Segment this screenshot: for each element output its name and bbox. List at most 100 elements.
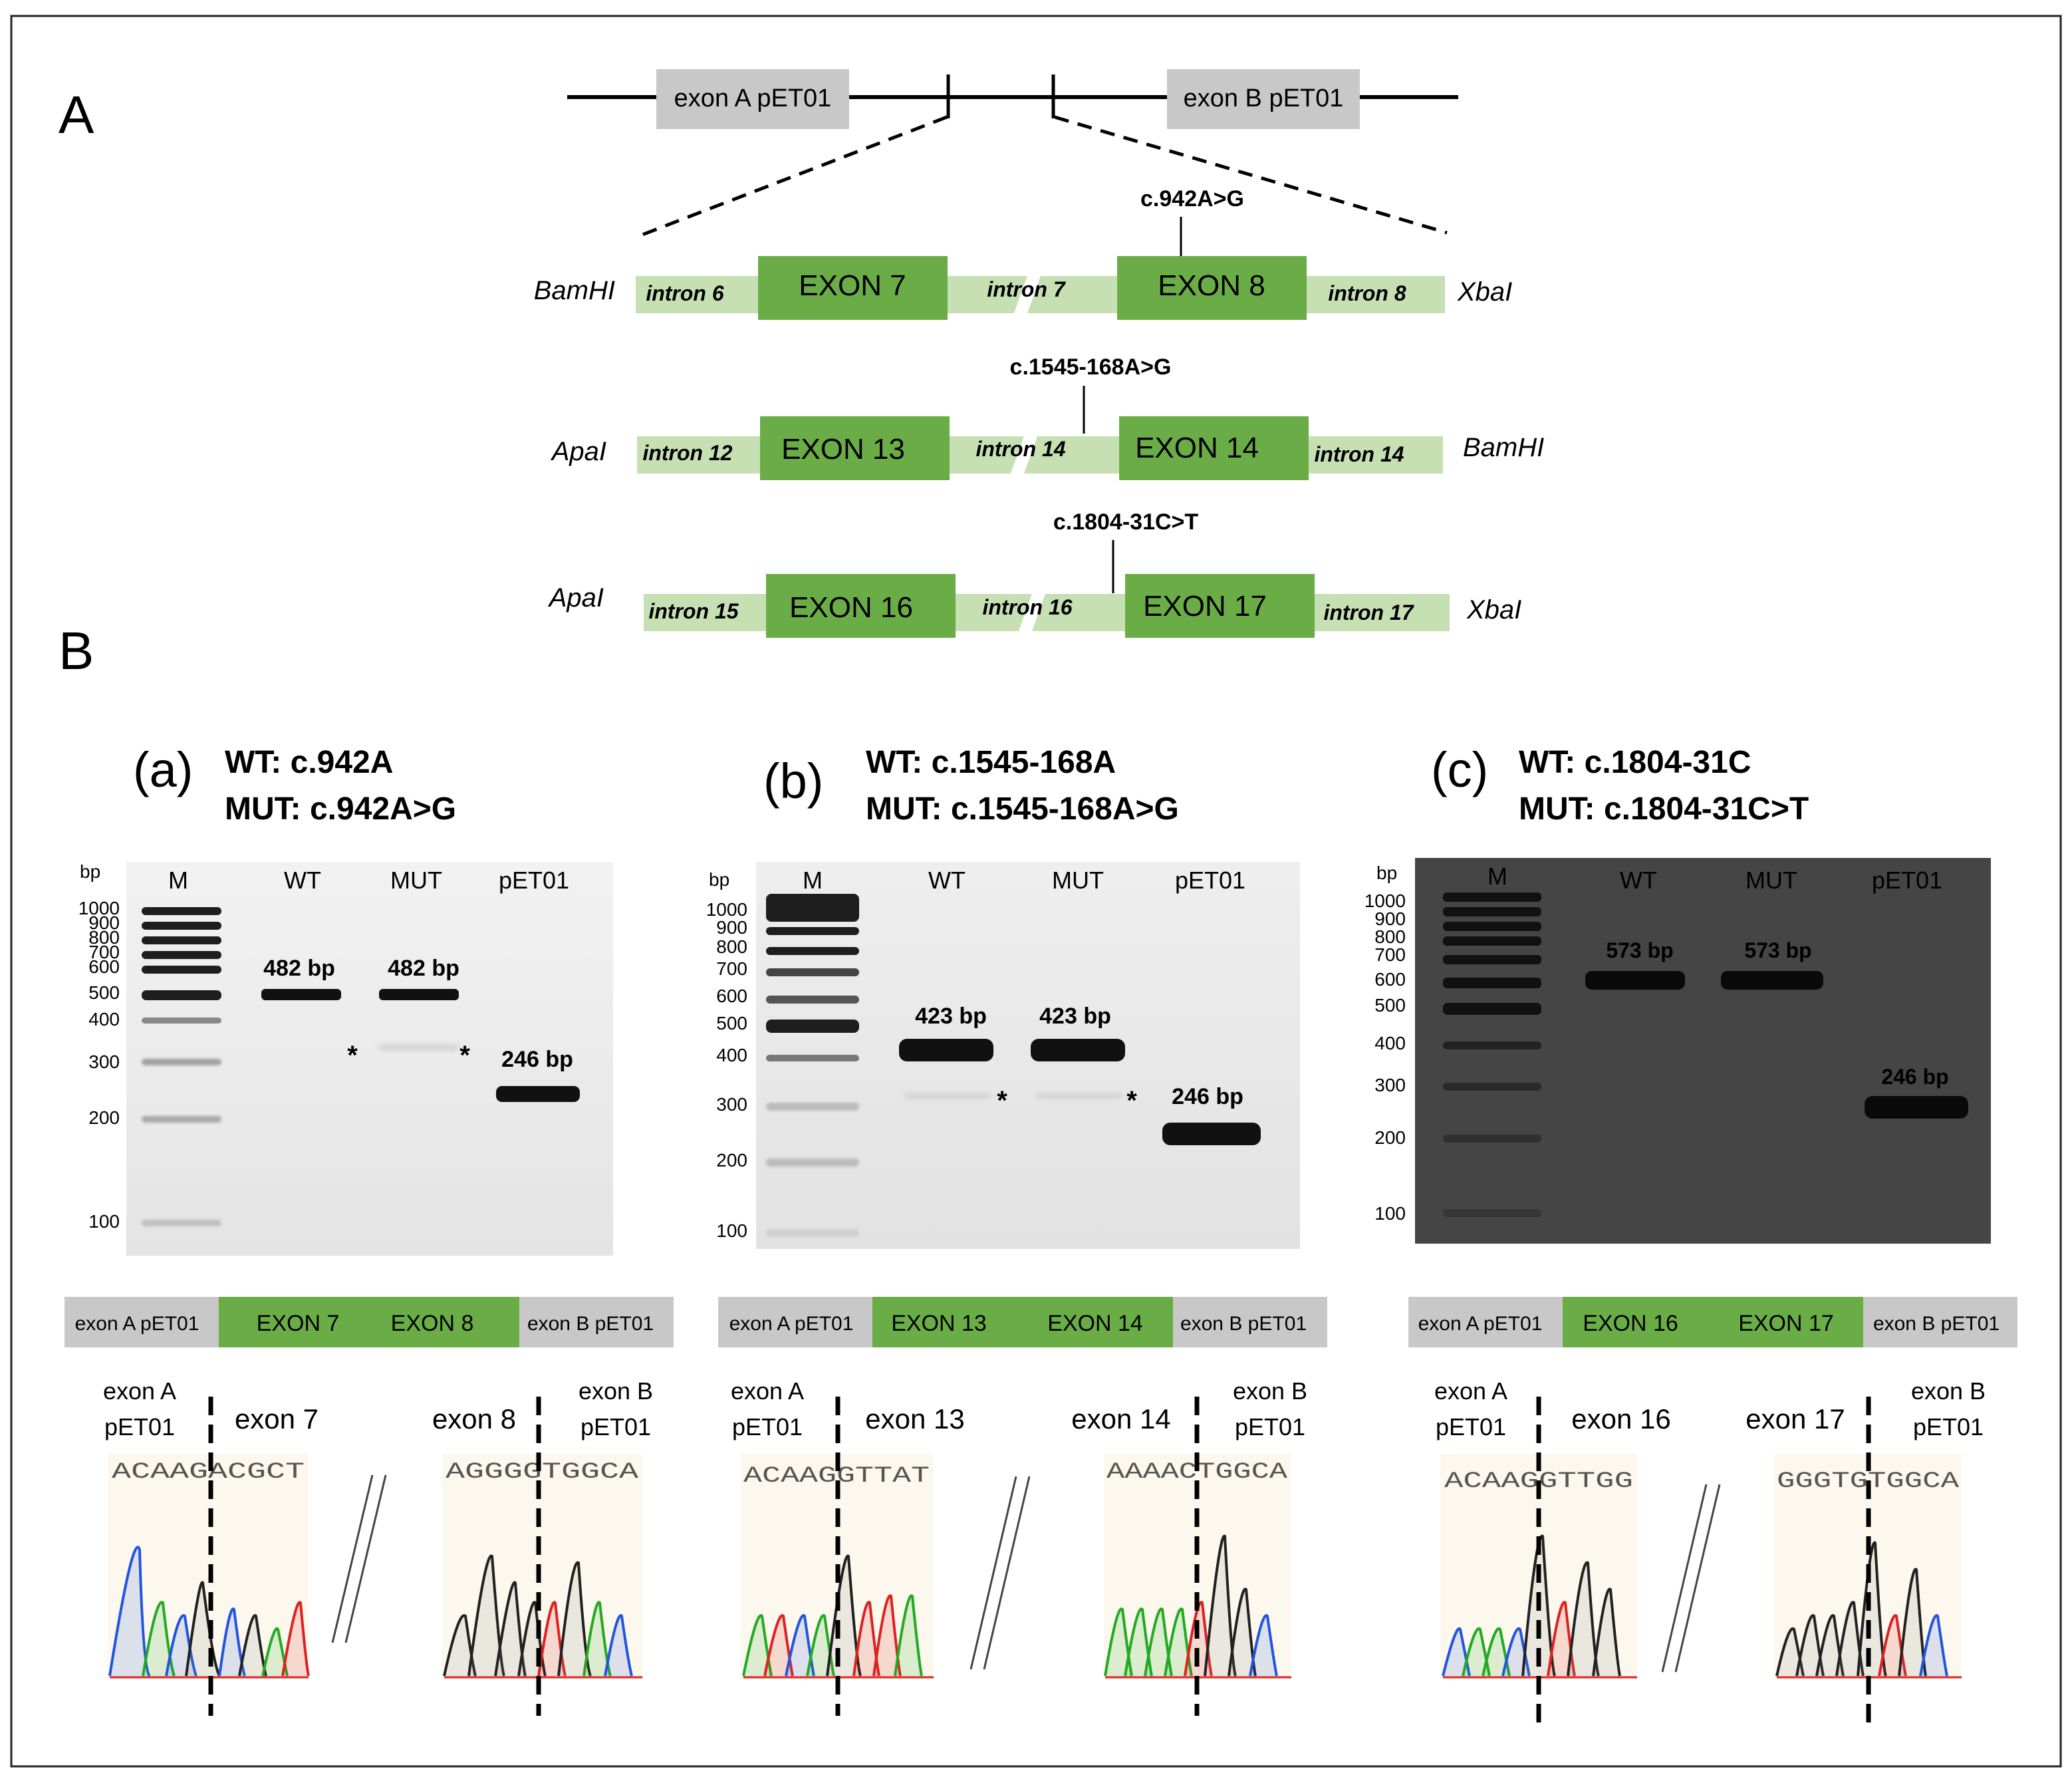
lane-label: M xyxy=(168,867,188,894)
intron-label: intron 16 xyxy=(982,595,1072,619)
restriction-site-right: BamHI xyxy=(1463,433,1544,462)
exon-8-box xyxy=(1117,256,1307,320)
intron-label: intron 15 xyxy=(648,599,739,623)
intron-label: intron 17 xyxy=(1323,601,1414,624)
transcript-label: EXON 17 xyxy=(1738,1311,1834,1336)
exon-label: EXON 8 xyxy=(1158,269,1265,302)
transcript-label: exon A pET01 xyxy=(729,1313,854,1335)
junction-label: exon 8 xyxy=(432,1403,516,1435)
mutation-label: c.942A>G xyxy=(1140,186,1244,211)
chromatogram-peaks xyxy=(1104,1534,1278,1677)
lane-label: MUT xyxy=(1746,867,1797,894)
intron-label: intron 14 xyxy=(975,437,1065,461)
svg-text:900: 900 xyxy=(88,912,120,933)
transcript-label: exon B pET01 xyxy=(1873,1313,2000,1335)
svg-text:900: 900 xyxy=(716,917,747,938)
exon-7-box xyxy=(758,256,948,320)
panel-b-label: B xyxy=(59,621,94,680)
svg-text:1000: 1000 xyxy=(1364,890,1406,911)
band-wt xyxy=(261,989,341,1000)
junction-label: exon A xyxy=(103,1377,176,1405)
junction-label: pET01 xyxy=(732,1413,803,1440)
junction-label: exon B xyxy=(579,1377,653,1405)
svg-text:800: 800 xyxy=(1374,926,1406,947)
band-size-label: 423 bp xyxy=(915,1004,987,1029)
vector-exon-a xyxy=(656,69,849,129)
svg-text:300: 300 xyxy=(1374,1075,1406,1095)
construct-exon7-8: c.942A>G BamHI intron 6 EXON 7 intron 7 … xyxy=(534,186,1512,320)
restriction-site-right: XbaI xyxy=(1457,277,1512,307)
svg-text:400: 400 xyxy=(88,1009,120,1029)
ladder-labels: 1000 900 800 700 600 500 400 300 200 100 xyxy=(706,899,747,1241)
intron-label: intron 14 xyxy=(1314,442,1404,466)
junction-label: exon A xyxy=(1434,1377,1507,1405)
wt-allele-title: WT: c.1804-31C xyxy=(1519,745,1751,780)
sequence-text: ACAAGACGCT xyxy=(112,1460,305,1485)
svg-text:200: 200 xyxy=(1374,1127,1406,1148)
junction-label: pET01 xyxy=(104,1413,175,1440)
lane-label: pET01 xyxy=(1175,867,1245,894)
bp-unit: bp xyxy=(709,869,729,890)
aberrant-band-marker: * xyxy=(997,1086,1007,1115)
transcript-label: exon B pET01 xyxy=(1180,1313,1307,1335)
aberrant-band-marker: * xyxy=(347,1041,358,1070)
band-mut xyxy=(1721,971,1823,990)
band-size-label: 573 bp xyxy=(1744,938,1811,962)
svg-text:200: 200 xyxy=(88,1107,120,1128)
transcript-label: EXON 16 xyxy=(1583,1311,1678,1336)
subpanel-letter: (a) xyxy=(133,742,193,797)
sequence-text: AGGGGTGGCA xyxy=(446,1460,639,1485)
junction-label: exon 17 xyxy=(1746,1403,1845,1435)
restriction-site-left: BamHI xyxy=(534,276,615,305)
vector-exon-a-label: exon A pET01 xyxy=(674,84,832,112)
svg-text:600: 600 xyxy=(1374,969,1406,990)
ladder-bands xyxy=(142,907,221,1226)
panel-a-label: A xyxy=(59,85,94,144)
svg-text:700: 700 xyxy=(1374,944,1406,965)
construct-exon13-14: c.1545-168A>G ApaI intron 12 EXON 13 int… xyxy=(551,354,1544,480)
mut-allele-title: MUT: c.1545-168A>G xyxy=(866,791,1179,827)
exon-label: EXON 14 xyxy=(1135,432,1259,464)
transcript-exons xyxy=(1563,1297,1863,1347)
lane-label: WT xyxy=(1620,867,1657,894)
svg-text:400: 400 xyxy=(716,1045,747,1065)
svg-text:600: 600 xyxy=(88,956,120,977)
bp-unit: bp xyxy=(1376,863,1397,883)
wt-allele-title: WT: c.1545-168A xyxy=(866,745,1116,780)
transcript-label: EXON 14 xyxy=(1047,1311,1143,1336)
mut-allele-title: MUT: c.1804-31C>T xyxy=(1519,791,1809,827)
chromatogram xyxy=(442,1454,642,1680)
subpanel-c: (c) WT: c.1804-31C MUT: c.1804-31C>T bp … xyxy=(1364,742,2017,1722)
chromatogram-peaks xyxy=(108,1546,310,1677)
ladder-bands xyxy=(766,894,859,1237)
figure-frame xyxy=(10,15,2062,1768)
svg-text:500: 500 xyxy=(716,1013,747,1033)
svg-text:800: 800 xyxy=(716,936,747,957)
exon-16-box xyxy=(766,574,956,638)
transcript-label: EXON 7 xyxy=(257,1311,340,1336)
band-wt xyxy=(1585,971,1685,990)
mutation-label: c.1545-168A>G xyxy=(1010,354,1172,380)
chromatogram-peaks xyxy=(1442,1534,1621,1677)
svg-text:700: 700 xyxy=(88,942,120,962)
subpanel-letter: (b) xyxy=(763,754,823,809)
svg-text:100: 100 xyxy=(88,1211,120,1232)
lane-label: MUT xyxy=(390,867,442,894)
junction-label: exon 13 xyxy=(865,1403,964,1435)
exon-label: EXON 16 xyxy=(789,591,913,624)
junction-label: exon 16 xyxy=(1571,1403,1670,1435)
band-size-label: 246 bp xyxy=(1881,1065,1948,1089)
chromatogram-peaks xyxy=(742,1554,923,1677)
chromatogram-peaks xyxy=(443,1554,633,1677)
aberrant-band-marker: * xyxy=(459,1041,470,1070)
band-mut xyxy=(1031,1039,1125,1061)
transcript-exons xyxy=(219,1297,519,1347)
svg-text:300: 300 xyxy=(88,1051,120,1072)
svg-text:600: 600 xyxy=(716,986,747,1006)
band-size-label: 573 bp xyxy=(1606,938,1673,962)
intron-label: intron 12 xyxy=(642,441,732,465)
junction-label: pET01 xyxy=(1913,1413,1984,1440)
exon-14-box xyxy=(1119,416,1309,480)
lane-label: pET01 xyxy=(1872,867,1942,894)
band-size-label: 482 bp xyxy=(388,956,459,981)
